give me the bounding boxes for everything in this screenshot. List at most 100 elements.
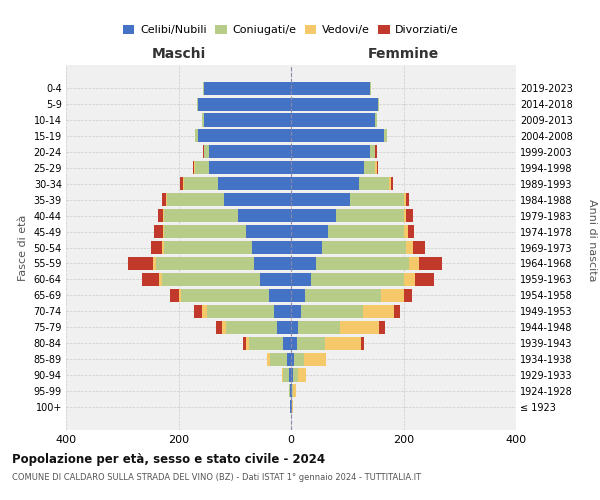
Bar [202,304,206,318]
Bar [316,257,409,270]
Bar [180,177,183,190]
Bar [291,336,296,349]
Bar [413,241,425,254]
Bar [291,225,328,238]
Bar [204,82,291,94]
Bar [291,162,364,174]
Y-axis label: Fasce di età: Fasce di età [18,214,28,280]
Bar [293,384,296,398]
Bar [283,368,289,382]
Bar [290,384,291,398]
Bar [216,320,222,334]
Bar [289,368,291,382]
Bar [406,193,409,206]
Bar [370,146,376,158]
Bar [376,162,377,174]
Bar [292,400,293,413]
Bar [408,225,413,238]
Bar [291,368,293,382]
Text: COMUNE DI CALDARO SULLA STRADA DEL VINO (BZ) - Dati ISTAT 1° gennaio 2024 - TUTT: COMUNE DI CALDARO SULLA STRADA DEL VINO … [12,472,421,482]
Bar [406,241,413,254]
Bar [379,320,385,334]
Bar [291,193,350,206]
Bar [164,225,246,238]
Bar [246,336,249,349]
Bar [290,400,291,413]
Bar [381,289,404,302]
Bar [202,114,204,126]
Bar [298,320,340,334]
Bar [226,320,277,334]
Text: Maschi: Maschi [151,48,206,62]
Bar [142,273,159,286]
Bar [158,209,163,222]
Bar [406,209,413,222]
Bar [161,273,260,286]
Bar [370,82,371,94]
Bar [336,209,404,222]
Bar [391,177,394,190]
Bar [291,177,359,190]
Bar [198,98,291,110]
Bar [404,209,406,222]
Bar [376,146,377,158]
Bar [254,257,291,270]
Bar [404,193,406,206]
Bar [361,336,364,349]
Bar [197,98,198,110]
Bar [305,289,381,302]
Bar [193,162,194,174]
Bar [194,304,202,318]
Bar [404,289,412,302]
Bar [269,289,291,302]
Bar [394,304,400,318]
Bar [404,225,408,238]
Bar [291,98,378,110]
Bar [184,177,218,190]
Bar [359,177,389,190]
Bar [363,304,394,318]
Bar [298,368,306,382]
Bar [415,273,434,286]
Bar [204,146,209,158]
Bar [291,146,370,158]
Bar [404,273,415,286]
Bar [419,257,442,270]
Bar [389,177,391,190]
Legend: Celibi/Nubili, Coniugati/e, Vedovi/e, Divorziati/e: Celibi/Nubili, Coniugati/e, Vedovi/e, Di… [121,22,461,38]
Bar [204,114,291,126]
Bar [222,320,226,334]
Bar [291,209,336,222]
Bar [291,114,376,126]
Bar [243,336,246,349]
Bar [277,320,291,334]
Bar [196,162,209,174]
Bar [274,304,291,318]
Bar [249,336,283,349]
Bar [198,130,291,142]
Bar [163,209,164,222]
Bar [151,241,162,254]
Bar [164,209,238,222]
Bar [311,273,404,286]
Bar [238,209,291,222]
Bar [153,257,156,270]
Bar [291,82,370,94]
Bar [251,241,291,254]
Bar [269,352,287,366]
Bar [163,225,164,238]
Bar [291,257,316,270]
Bar [291,352,294,366]
Bar [179,289,181,302]
Bar [128,257,153,270]
Bar [260,273,291,286]
Bar [282,368,283,382]
Bar [268,352,269,366]
Bar [409,257,419,270]
Bar [291,130,384,142]
Bar [196,130,198,142]
Bar [206,304,274,318]
Bar [291,273,311,286]
Bar [293,368,298,382]
Bar [246,225,291,238]
